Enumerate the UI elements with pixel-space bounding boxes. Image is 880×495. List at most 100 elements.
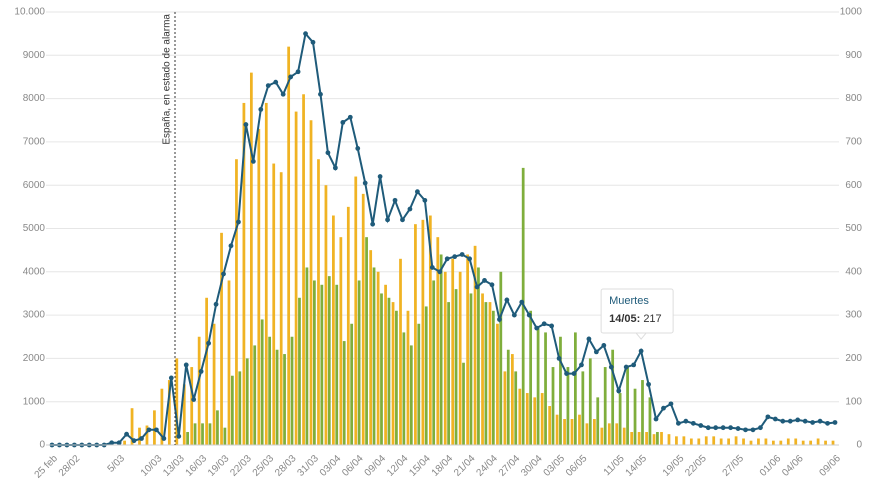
bar bbox=[607, 423, 611, 445]
bar bbox=[801, 440, 805, 445]
line-point bbox=[310, 39, 316, 45]
bar bbox=[197, 336, 201, 445]
bar bbox=[320, 284, 324, 445]
line-point bbox=[459, 252, 465, 257]
bar bbox=[633, 388, 637, 445]
bar bbox=[350, 323, 354, 445]
y-tick-label: 2000 bbox=[23, 353, 46, 364]
bar bbox=[253, 345, 257, 445]
bar bbox=[570, 419, 574, 445]
bar bbox=[481, 293, 484, 445]
bar bbox=[424, 306, 428, 445]
bar bbox=[283, 354, 286, 445]
bar bbox=[327, 276, 331, 445]
line-point bbox=[161, 436, 167, 441]
line bbox=[52, 31, 836, 446]
line-point bbox=[720, 425, 726, 431]
line-point bbox=[154, 427, 159, 433]
bar bbox=[719, 438, 723, 445]
bar bbox=[380, 293, 383, 445]
bar bbox=[588, 358, 592, 445]
line-point bbox=[385, 217, 390, 223]
bar bbox=[220, 232, 223, 445]
bar bbox=[757, 438, 760, 445]
line-point bbox=[400, 217, 405, 223]
bar bbox=[167, 380, 171, 445]
tooltip-value: 14/05: 217 bbox=[609, 313, 662, 325]
bar bbox=[302, 94, 305, 446]
line-point bbox=[690, 420, 696, 426]
line-point bbox=[213, 301, 219, 307]
bar bbox=[384, 284, 387, 445]
y2-tick-label: 200 bbox=[845, 353, 862, 364]
line-point bbox=[616, 388, 622, 394]
bar bbox=[466, 254, 469, 445]
bar bbox=[578, 414, 581, 445]
line-point bbox=[519, 299, 525, 305]
line-point bbox=[653, 416, 659, 422]
bar bbox=[544, 332, 547, 445]
bar bbox=[689, 438, 693, 445]
bar bbox=[428, 215, 432, 445]
bar bbox=[235, 159, 238, 445]
line-point bbox=[183, 362, 189, 368]
line-point bbox=[228, 243, 234, 249]
y2-tick-label: 800 bbox=[845, 93, 862, 104]
y2-tick-label: 700 bbox=[845, 137, 862, 148]
line-point bbox=[444, 256, 450, 262]
bar bbox=[786, 438, 790, 445]
bar bbox=[454, 289, 458, 445]
line-point bbox=[586, 336, 592, 342]
bar bbox=[290, 336, 294, 445]
bar bbox=[186, 432, 189, 445]
bar bbox=[245, 358, 249, 445]
y2-tick-label: 0 bbox=[856, 440, 862, 451]
bar bbox=[208, 423, 212, 445]
bar bbox=[138, 427, 141, 445]
line-point bbox=[564, 371, 569, 376]
line-point bbox=[668, 401, 674, 407]
bar bbox=[779, 440, 783, 445]
line-point bbox=[265, 83, 271, 89]
bar bbox=[260, 319, 264, 445]
bar bbox=[626, 367, 629, 445]
bar bbox=[130, 408, 134, 445]
bar bbox=[514, 371, 518, 445]
bar bbox=[533, 397, 537, 445]
line-point bbox=[139, 436, 144, 441]
bar bbox=[574, 332, 577, 445]
line-point bbox=[198, 368, 204, 374]
line-point bbox=[340, 120, 346, 125]
line-point bbox=[168, 375, 174, 381]
bar bbox=[279, 172, 283, 445]
bar bbox=[540, 393, 544, 445]
bar bbox=[201, 423, 204, 445]
y2-tick-label: 300 bbox=[845, 310, 862, 321]
line-point bbox=[817, 418, 823, 424]
y2-tick-label: 400 bbox=[845, 266, 862, 277]
line-point bbox=[116, 440, 122, 446]
bar bbox=[641, 380, 644, 445]
line-point bbox=[825, 420, 830, 426]
bar bbox=[824, 440, 827, 445]
line-point bbox=[280, 91, 286, 97]
bar bbox=[749, 440, 753, 445]
line-point bbox=[437, 269, 443, 275]
y-tick-label: 4000 bbox=[23, 266, 46, 277]
y-tick-label: 6000 bbox=[23, 180, 46, 191]
line-point bbox=[415, 189, 420, 195]
bar bbox=[600, 427, 604, 445]
bar bbox=[704, 436, 708, 445]
line-point bbox=[571, 371, 577, 376]
line-point bbox=[236, 219, 241, 225]
line-point bbox=[497, 317, 502, 322]
bar bbox=[160, 388, 164, 445]
line-point bbox=[467, 256, 472, 262]
bar bbox=[175, 358, 179, 445]
bar bbox=[346, 206, 350, 445]
bar bbox=[230, 375, 234, 445]
bar bbox=[447, 302, 450, 445]
bar bbox=[432, 280, 436, 445]
bar bbox=[409, 345, 413, 445]
